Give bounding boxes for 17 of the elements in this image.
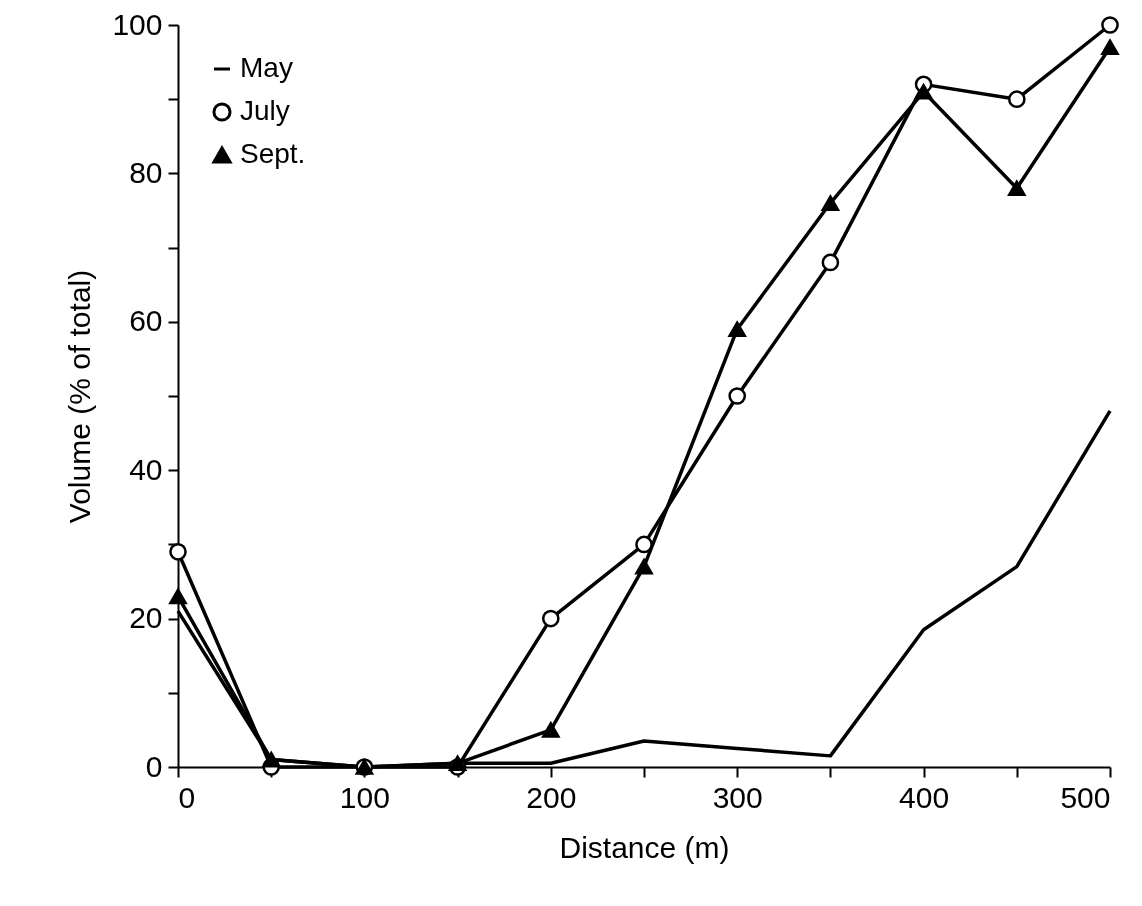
y-tick-label: 100: [112, 7, 163, 41]
y-tick-label: 60: [129, 304, 163, 338]
x-tick-label: 100: [339, 780, 390, 814]
y-tick-label: 40: [129, 452, 163, 486]
x-tick-label: 500: [1060, 780, 1111, 814]
legend-label: July: [240, 95, 290, 126]
y-axis-title: Volume (% of total): [63, 269, 97, 524]
y-tick-label: 20: [129, 601, 163, 635]
x-axis-title: Distance (m): [559, 830, 730, 864]
x-tick-label: 200: [526, 780, 577, 814]
legend-label: Sept.: [240, 138, 306, 169]
y-tick-label: 0: [145, 749, 163, 783]
legend-label: May: [240, 52, 293, 83]
x-tick-label: 400: [899, 780, 950, 814]
y-tick-label: 80: [129, 155, 163, 189]
x-tick-label: 300: [712, 780, 763, 814]
x-tick-label: 0: [178, 780, 196, 814]
